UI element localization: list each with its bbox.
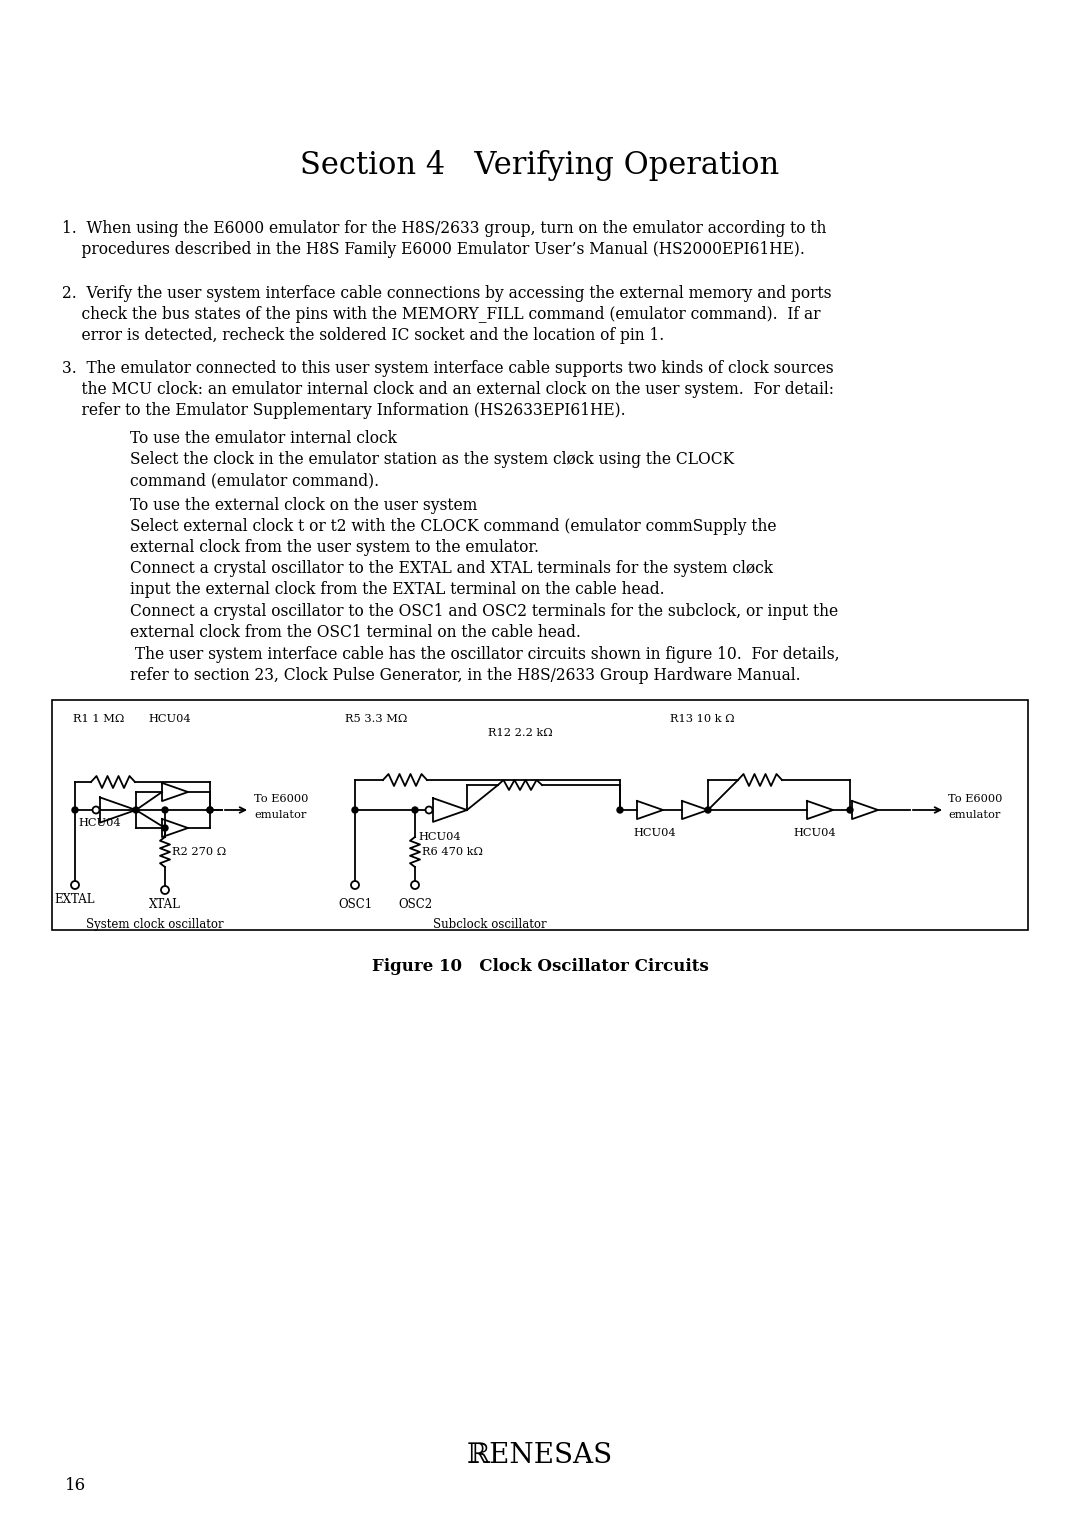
Text: Select external clock t or t2 with the CLOCK command (emulator commSupply the: Select external clock t or t2 with the C… bbox=[130, 518, 777, 535]
Text: check the bus states of the pins with the MEMORY_FILL command (emulator command): check the bus states of the pins with th… bbox=[62, 306, 821, 323]
Text: 3.  The emulator connected to this user system interface cable supports two kind: 3. The emulator connected to this user s… bbox=[62, 360, 834, 377]
Text: input the external clock from the EXTAL terminal on the cable head.: input the external clock from the EXTAL … bbox=[130, 581, 664, 597]
Text: To use the emulator internal clock: To use the emulator internal clock bbox=[130, 430, 397, 447]
Circle shape bbox=[352, 807, 357, 813]
Circle shape bbox=[207, 807, 213, 813]
Text: emulator: emulator bbox=[948, 810, 1000, 820]
Circle shape bbox=[162, 807, 168, 813]
Text: Connect a crystal oscillator to the EXTAL and XTAL terminals for the system cløc: Connect a crystal oscillator to the EXTA… bbox=[130, 561, 773, 578]
Circle shape bbox=[72, 807, 78, 813]
Circle shape bbox=[426, 806, 432, 813]
Text: Figure 10   Clock Oscillator Circuits: Figure 10 Clock Oscillator Circuits bbox=[372, 958, 708, 974]
Circle shape bbox=[847, 807, 853, 813]
Text: To use the external clock on the user system: To use the external clock on the user sy… bbox=[130, 496, 477, 515]
Text: R2 270 Ω: R2 270 Ω bbox=[172, 847, 226, 856]
Circle shape bbox=[411, 881, 419, 889]
Text: System clock oscillator: System clock oscillator bbox=[86, 918, 224, 931]
Circle shape bbox=[351, 881, 359, 889]
Bar bbox=[52, 700, 1028, 930]
Text: refer to the Emulator Supplementary Information (HS2633EPI61HE).: refer to the Emulator Supplementary Info… bbox=[62, 401, 625, 418]
Text: Subclock oscillator: Subclock oscillator bbox=[433, 918, 546, 931]
Text: HCU04: HCU04 bbox=[794, 827, 836, 838]
Text: refer to section 23, Clock Pulse Generator, in the H8S/2633 Group Hardware Manua: refer to section 23, Clock Pulse Generat… bbox=[130, 666, 800, 683]
Text: 2.  Verify the user system interface cable connections by accessing the external: 2. Verify the user system interface cabl… bbox=[62, 285, 832, 302]
Circle shape bbox=[71, 881, 79, 889]
Text: procedures described in the H8S Family E6000 Emulator User’s Manual (HS2000EPI61: procedures described in the H8S Family E… bbox=[62, 241, 805, 257]
Text: To E6000: To E6000 bbox=[254, 794, 309, 804]
Circle shape bbox=[133, 807, 139, 813]
Text: OSC2: OSC2 bbox=[397, 898, 432, 912]
Text: external clock from the user system to the emulator.: external clock from the user system to t… bbox=[130, 539, 539, 556]
Text: R6 470 kΩ: R6 470 kΩ bbox=[422, 847, 483, 856]
Text: R13 10 k Ω: R13 10 k Ω bbox=[670, 714, 734, 725]
Text: HCU04: HCU04 bbox=[148, 714, 191, 725]
Text: XTAL: XTAL bbox=[149, 898, 181, 912]
Text: 1.  When using the E6000 emulator for the H8S/2633 group, turn on the emulator a: 1. When using the E6000 emulator for the… bbox=[62, 221, 826, 237]
Text: HCU04: HCU04 bbox=[634, 827, 676, 838]
Text: 16: 16 bbox=[65, 1477, 86, 1494]
Text: the MCU clock: an emulator internal clock and an external clock on the user syst: the MCU clock: an emulator internal cloc… bbox=[62, 381, 834, 398]
Text: The user system interface cable has the oscillator circuits shown in figure 10. : The user system interface cable has the … bbox=[130, 647, 839, 663]
Circle shape bbox=[161, 885, 168, 895]
Circle shape bbox=[705, 807, 711, 813]
Text: ℝENESAS: ℝENESAS bbox=[467, 1442, 613, 1469]
Text: Connect a crystal oscillator to the OSC1 and OSC2 terminals for the subclock, or: Connect a crystal oscillator to the OSC1… bbox=[130, 604, 838, 620]
Text: To E6000: To E6000 bbox=[948, 794, 1002, 804]
Text: EXTAL: EXTAL bbox=[55, 893, 95, 905]
Circle shape bbox=[617, 807, 623, 813]
Text: HCU04: HCU04 bbox=[78, 818, 121, 827]
Circle shape bbox=[207, 807, 213, 813]
Text: R12 2.2 kΩ: R12 2.2 kΩ bbox=[488, 728, 552, 738]
Text: Select the clock in the emulator station as the system cløck using the CLOCK: Select the clock in the emulator station… bbox=[130, 450, 734, 467]
Text: command (emulator command).: command (emulator command). bbox=[130, 472, 379, 489]
Text: HCU04: HCU04 bbox=[419, 832, 461, 843]
Circle shape bbox=[162, 826, 168, 830]
Text: emulator: emulator bbox=[254, 810, 307, 820]
Text: R5 3.3 MΩ: R5 3.3 MΩ bbox=[345, 714, 407, 725]
Text: OSC1: OSC1 bbox=[338, 898, 373, 912]
Text: external clock from the OSC1 terminal on the cable head.: external clock from the OSC1 terminal on… bbox=[130, 624, 581, 640]
Text: R1 1 MΩ: R1 1 MΩ bbox=[73, 714, 124, 725]
Text: error is detected, recheck the soldered IC socket and the location of pin 1.: error is detected, recheck the soldered … bbox=[62, 326, 664, 345]
Circle shape bbox=[93, 806, 99, 813]
Circle shape bbox=[411, 807, 418, 813]
Text: Section 4   Verifying Operation: Section 4 Verifying Operation bbox=[300, 150, 780, 181]
